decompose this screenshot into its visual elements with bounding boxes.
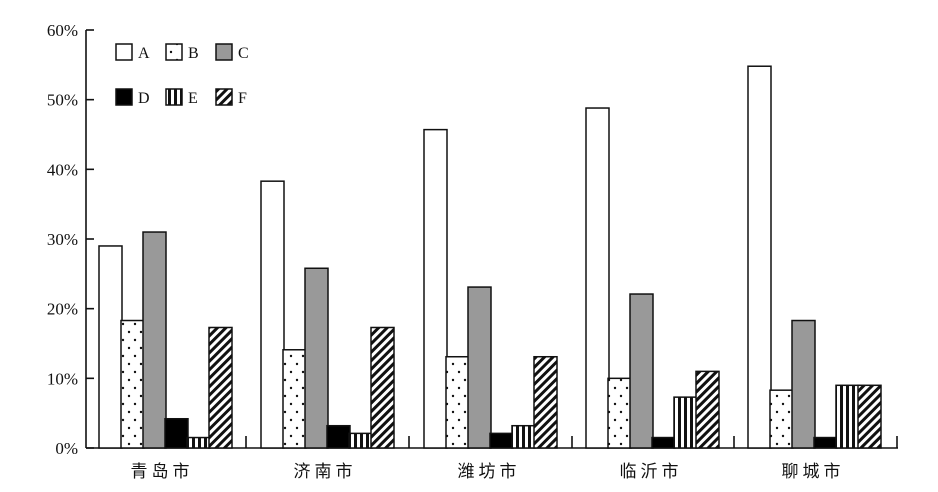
bar-E-5: [835, 384, 860, 449]
legend-label-D: D: [138, 90, 150, 107]
bar-A-4: [585, 107, 610, 449]
legend: A B C D E F: [115, 43, 249, 107]
bar-E-4: [673, 396, 698, 449]
y-tick-label: 30%: [47, 230, 78, 249]
bar-F-1: [208, 326, 233, 449]
bar-C-2: [304, 267, 329, 449]
bar-E-2: [348, 432, 373, 449]
y-tick-label: 20%: [47, 300, 78, 319]
bar-C-4: [629, 293, 654, 449]
legend-swatch-A: [115, 43, 133, 61]
y-tick-label: 40%: [47, 160, 78, 179]
bar-A-2: [260, 180, 285, 449]
bar-F-4: [695, 370, 720, 449]
bar-D-3: [489, 432, 514, 449]
bar-A-1: [98, 245, 123, 449]
labels: 0% 10% 20% 30% 40% 50% 60% 青岛市 济南市 潍坊市 临沂市 聊城市: [47, 21, 845, 482]
bar-D-5: [813, 436, 838, 449]
bar-B-5: [769, 389, 794, 449]
axes: [85, 29, 898, 449]
legend-label-E: E: [188, 90, 198, 107]
bar-F-2: [370, 326, 395, 449]
bar-E-3: [511, 424, 536, 449]
x-category-label: 济南市: [294, 462, 357, 482]
bar-C-1: [142, 231, 167, 449]
bars: [98, 65, 882, 449]
legend-swatch-D: [115, 88, 133, 106]
legend-label-C: C: [238, 45, 249, 62]
x-category-label: 青岛市: [131, 462, 194, 482]
y-tick-label: 10%: [47, 369, 78, 388]
bar-C-3: [467, 286, 492, 449]
legend-swatch-C: [215, 43, 233, 61]
legend-label-B: B: [188, 45, 199, 62]
legend-label-A: A: [138, 45, 150, 62]
legend-swatch-E: [165, 88, 183, 106]
bar-F-5: [857, 384, 882, 449]
x-category-label: 潍坊市: [458, 462, 521, 482]
bar-C-5: [791, 319, 816, 449]
bar-D-1: [164, 417, 189, 449]
legend-label-F: F: [238, 90, 247, 107]
legend-swatch-B: [165, 43, 183, 61]
bar-D-4: [651, 436, 676, 449]
y-tick-label: 60%: [47, 21, 78, 40]
bar-B-4: [607, 377, 632, 449]
bar-D-2: [326, 424, 351, 449]
bar-B-3: [445, 355, 470, 449]
x-category-label: 聊城市: [782, 462, 845, 482]
y-tick-label: 0%: [55, 439, 78, 458]
bar-F-3: [533, 355, 558, 449]
bar-A-3: [423, 128, 448, 449]
x-category-label: 临沂市: [620, 462, 683, 482]
bar-B-2: [282, 349, 307, 449]
bar-A-5: [747, 65, 772, 449]
legend-swatch-F: [215, 88, 233, 106]
bar-E-1: [186, 436, 211, 449]
bar-B-1: [120, 319, 145, 449]
y-tick-label: 50%: [47, 91, 78, 110]
